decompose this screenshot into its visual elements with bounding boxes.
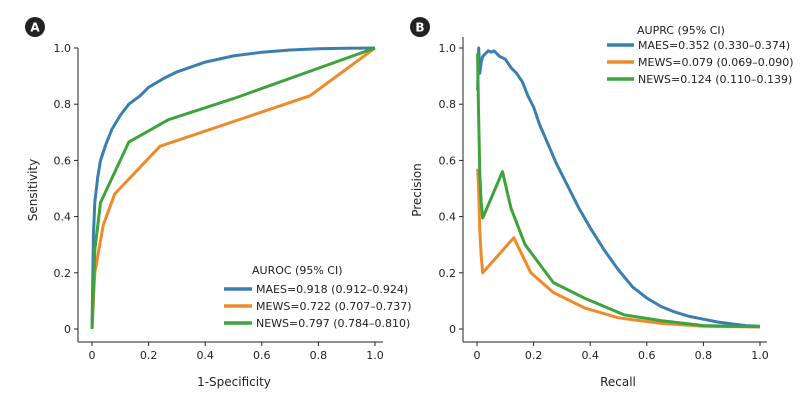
panel-b-x-tick-label: 0.8 [695,349,713,362]
panel-a-x-ticks: 0 0.2 0.4 0.6 0.8 1.0 [89,342,384,362]
panel-a-x-tick-label: 0.6 [253,349,271,362]
panel-a-legend-label-maes: MAES=0.918 (0.912–0.924) [256,283,408,296]
panel-b-x-tick-label: 0.2 [525,349,543,362]
panel-b-badge [410,17,430,37]
panel-b-y-tick-label: 0.6 [439,154,457,167]
panel-a-y-tick-label: 0 [64,323,71,336]
panel-a-x-tick-label: 0 [89,349,96,362]
panel-b-series-maes-line [476,46,761,328]
panel-a-x-tick-label: 0.8 [310,349,328,362]
panel-a-legend-title: AUROC (95% CI) [252,264,343,277]
panel-a-y-tick-label: 0.4 [54,211,72,224]
panel-b: B 0 0.2 0.4 0.6 0.8 1.0 0 0.2 0.4 0.6 0.8 1.0 Reca… [410,17,794,389]
panel-b-label: B [415,21,424,35]
panel-a-series-maes-line [90,46,376,330]
panel-b-x-tick-label: 0.4 [581,349,599,362]
panel-a-x-label: 1-Specificity [197,375,271,389]
panel-a-x-tick-label: 0.4 [196,349,214,362]
panel-b-y-tick-label: 0.2 [439,267,457,280]
panel-a-y-ticks: 0 0.2 0.4 0.6 0.8 1.0 [54,42,78,336]
panel-a-y-tick-label: 0.8 [54,98,72,111]
panel-b-y-tick-label: 0.8 [439,98,457,111]
panel-a-badge [25,17,45,37]
panel-a-label: A [30,21,40,35]
panel-b-legend-label-mews: MEWS=0.079 (0.069–0.090) [638,56,794,69]
panel-b-legend-title: AUPRC (95% CI) [637,24,725,37]
panel-b-legend-label-news: NEWS=0.124 (0.110–0.139) [638,73,792,86]
panel-b-y-tick-label: 1.0 [439,42,457,55]
panel-a-x-tick-label: 1.0 [366,349,384,362]
panel-a-y-tick-label: 1.0 [54,42,72,55]
panel-b-legend-label-maes: MAES=0.352 (0.330–0.374) [638,39,790,52]
panel-a-legend-label-news: NEWS=0.797 (0.784–0.810) [256,317,410,330]
panel-a-y-tick-label: 0.6 [54,154,72,167]
panel-b-y-ticks: 0 0.2 0.4 0.6 0.8 1.0 [439,42,463,336]
panel-b-series-news-line [476,53,761,329]
panel-b-x-tick-label: 0 [474,349,481,362]
panel-b-series-mews-line [476,168,761,329]
panel-b-x-tick-label: 1.0 [751,349,769,362]
panel-a-x-tick-label: 0.2 [140,349,158,362]
panel-a-y-label: Sensitivity [26,159,40,221]
panel-a-series-news-line [90,46,376,330]
panel-a-legend: AUROC (95% CI) MAES=0.918 (0.912–0.924) … [224,264,412,330]
panel-a: A 0 0.2 0.4 0.6 0.8 1.0 0 0.2 0.4 0.6 0.8 1.0 1-Sp… [25,17,412,389]
panel-b-x-label: Recall [600,375,636,389]
panel-b-y-label: Precision [410,163,424,217]
panel-b-y-tick-label: 0 [449,323,456,336]
panel-b-x-tick-label: 0.6 [638,349,656,362]
panel-b-legend: AUPRC (95% CI) MAES=0.352 (0.330–0.374) … [607,24,794,86]
panel-a-legend-label-mews: MEWS=0.722 (0.707–0.737) [256,300,412,313]
panel-a-y-tick-label: 0.2 [54,267,72,280]
panel-b-y-tick-label: 0.4 [439,211,457,224]
panel-b-x-ticks: 0 0.2 0.4 0.6 0.8 1.0 [474,342,769,362]
